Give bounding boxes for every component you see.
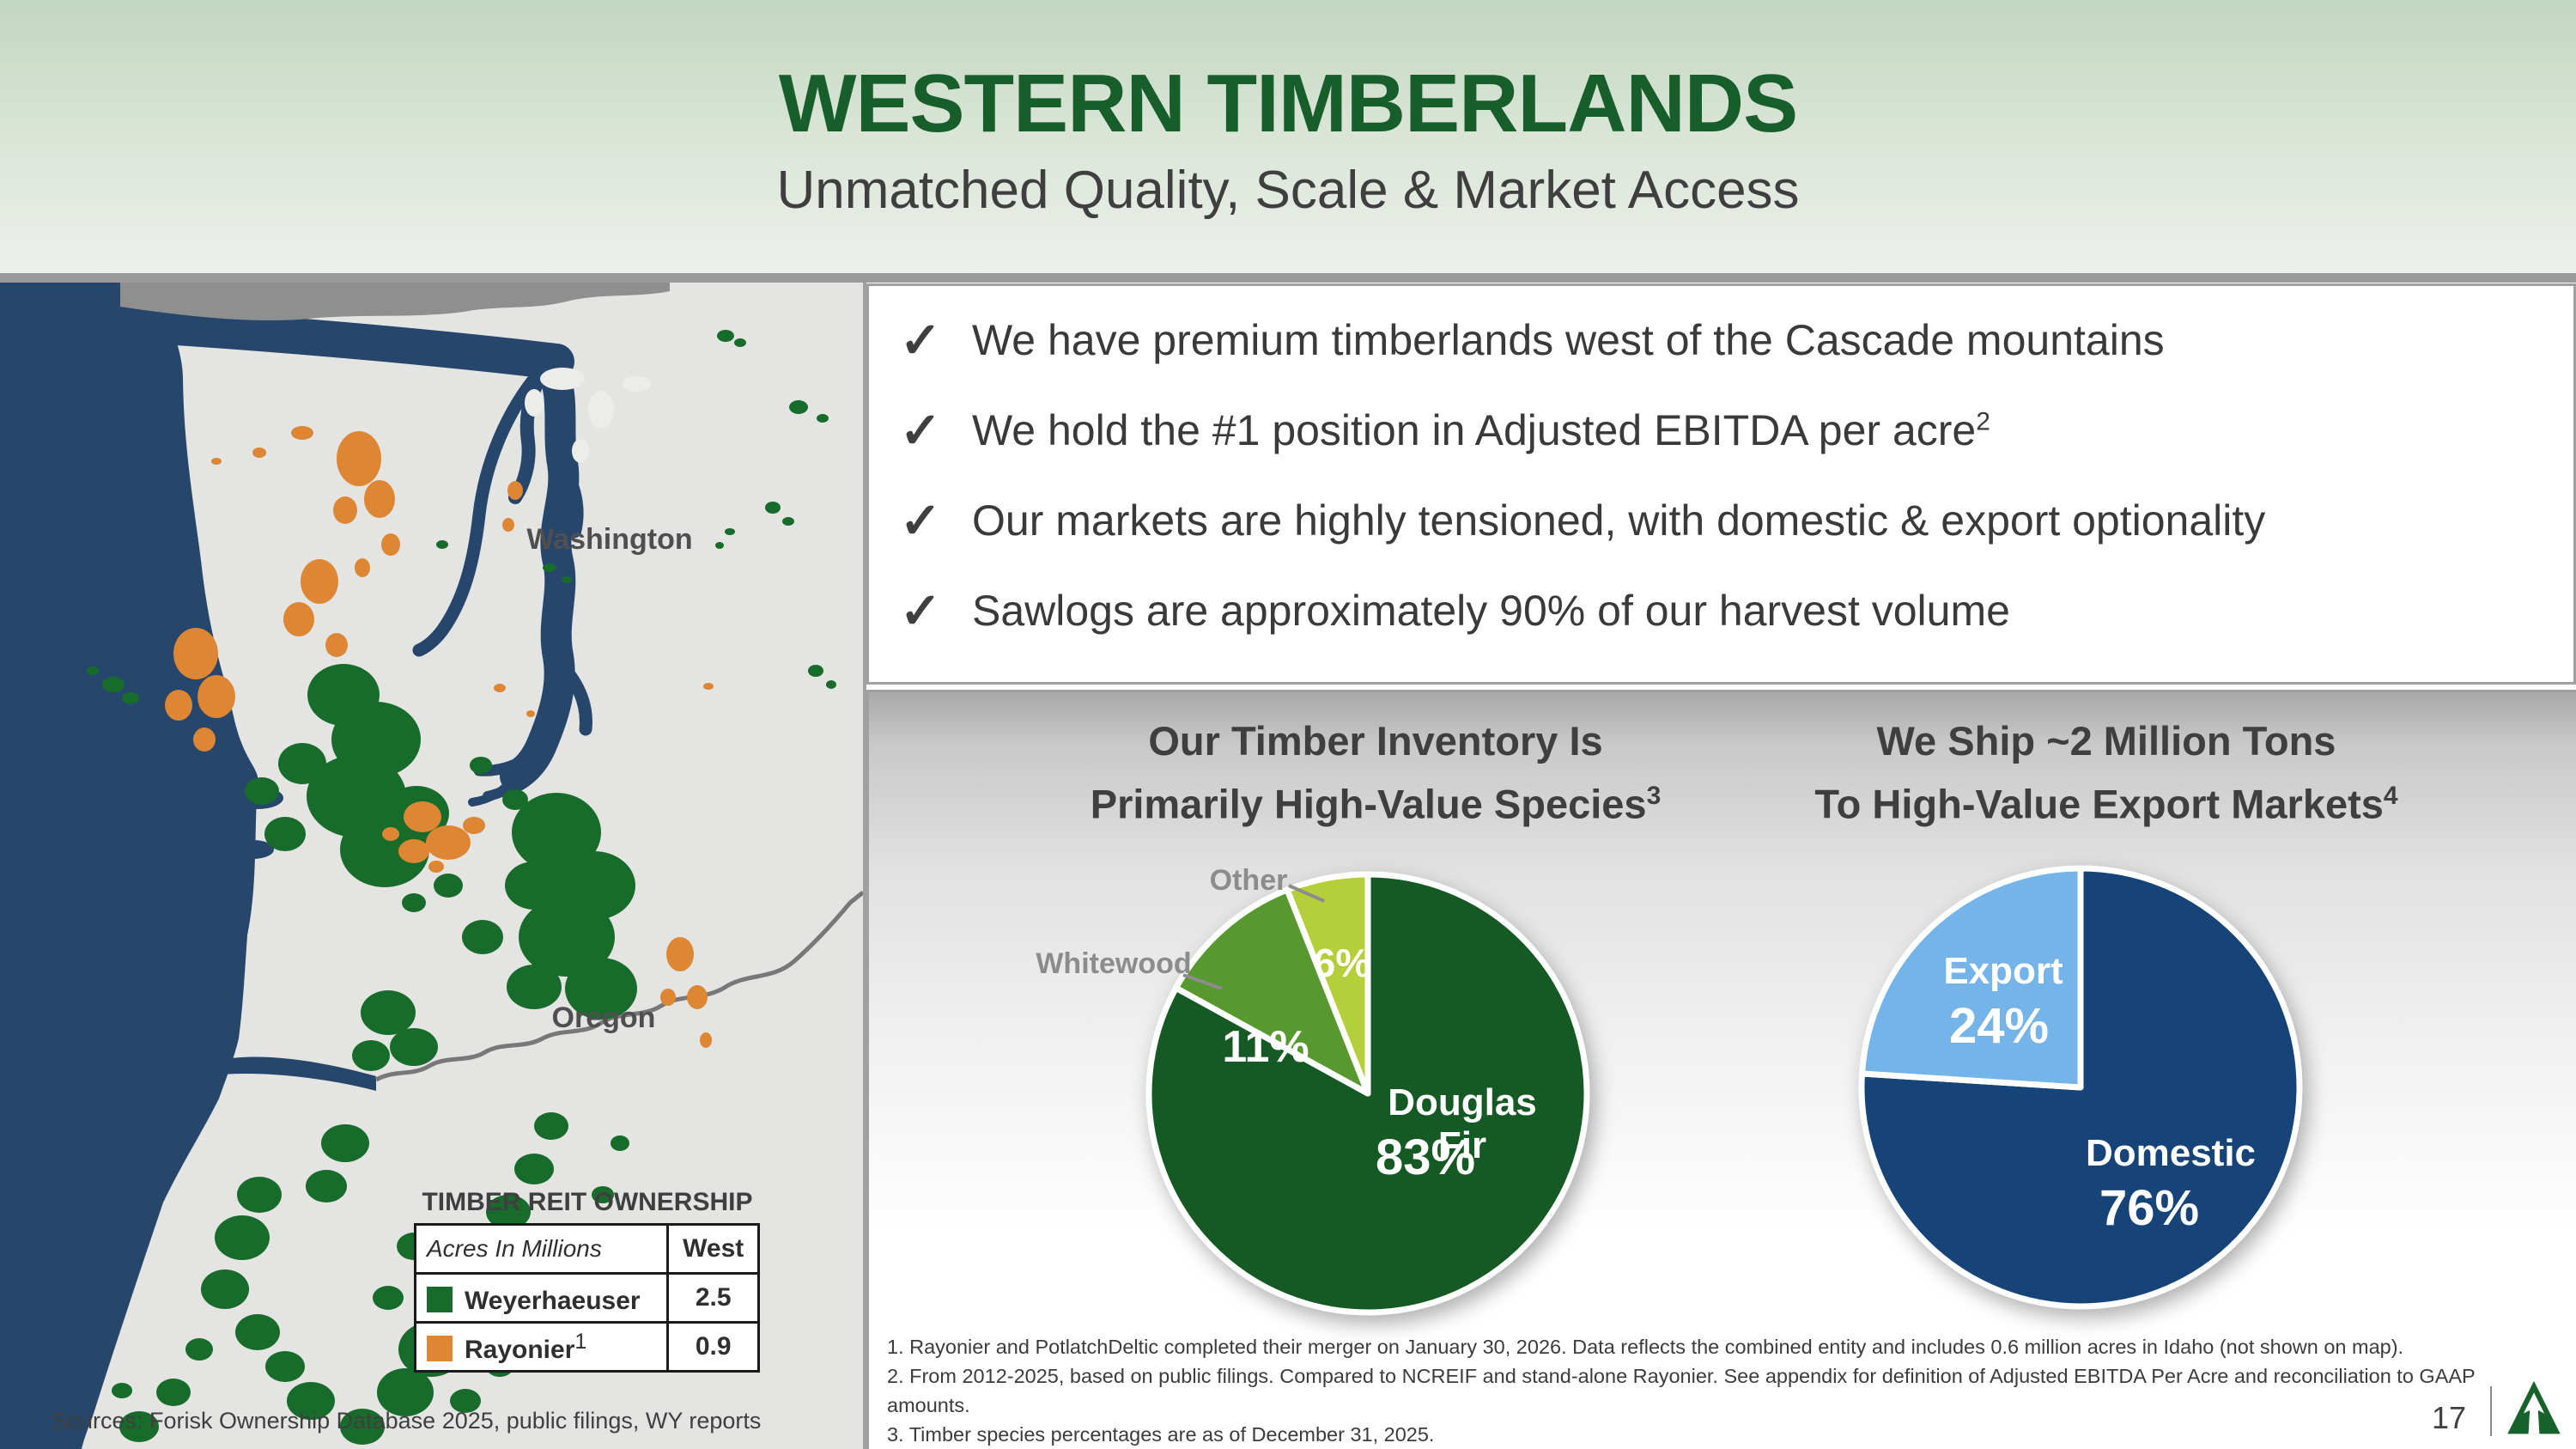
pie-value-other: 6% (1313, 941, 1371, 985)
pie-slice-export (1859, 865, 2084, 1091)
bullet-text-4-main: Sawlogs are approximately 90% of our har… (972, 586, 2010, 635)
bullet-text-3: Our markets are highly tensioned, with d… (972, 496, 2265, 545)
bullet-text-2: We hold the #1 position in Adjusted EBIT… (972, 405, 1990, 455)
table-cell-rayonier: Rayonier1 (413, 1321, 670, 1373)
table-cell-weyerhaeuser: Weyerhaeuser (413, 1272, 670, 1324)
check-icon: ✓ (899, 312, 942, 368)
check-icon: ✓ (899, 492, 942, 549)
page-subtitle: Unmatched Quality, Scale & Market Access (776, 161, 1800, 220)
table-row-rayonier: Rayonier1 0.9 (413, 1321, 760, 1373)
chart2-title-line1: We Ship ~2 Million Tons (1876, 718, 2336, 764)
page-number: 17 (2431, 1400, 2467, 1435)
footer-separator (2490, 1386, 2492, 1436)
pie-value-export: 24% (1948, 998, 2050, 1054)
map-ocean (0, 283, 258, 1449)
sources-note: Sources: Forisk Ownership Database 2025,… (52, 1408, 762, 1434)
bullet-item-1: ✓ We have premium timberlands west of th… (869, 295, 2573, 385)
bullet-item-3: ✓ Our markets are highly tensioned, with… (869, 475, 2573, 565)
bullet-text-2-main: We hold the #1 position in Adjusted EBIT… (972, 405, 1977, 454)
rayonier-label: Rayonier (465, 1335, 575, 1364)
pacific-northwest-map (0, 283, 863, 1449)
chart1-title-line2: Primarily High-Value Species (1090, 781, 1647, 827)
chart1-title-sup: 3 (1646, 782, 1662, 810)
map-strait (109, 306, 574, 380)
pie-value-douglas-fir: 83% (1375, 1129, 1476, 1185)
pie-label-export: Export (1943, 950, 2063, 992)
pie-label-whitewood: Whitewood (1036, 947, 1192, 980)
bullet-text-2-sup: 2 (1976, 406, 1990, 435)
map-canada (120, 283, 670, 321)
charts-panel: Our Timber Inventory Is Primarily High-V… (866, 690, 2576, 1449)
pie-label-domestic: Domestic (2085, 1132, 2257, 1174)
table-header-west: West (666, 1223, 760, 1275)
map-label-washington: Washington (526, 523, 693, 556)
weyerhaeuser-label: Weyerhaeuser (465, 1286, 641, 1315)
bullet-text-4: Sawlogs are approximately 90% of our har… (972, 586, 2010, 636)
check-icon: ✓ (899, 582, 942, 639)
footnotes: 1. Rayonier and PotlatchDeltic completed… (887, 1332, 2518, 1449)
pie-slice-domestic (1858, 865, 2303, 1310)
export-markets-pie-chart (1858, 865, 2303, 1310)
table-header-acres: Acres In Millions (413, 1223, 670, 1275)
pie-value-domestic: 76% (2099, 1180, 2200, 1236)
timber-inventory-chart-title: Our Timber Inventory Is Primarily High-V… (1006, 714, 1745, 832)
weyerhaeuser-swatch (427, 1286, 453, 1312)
reit-ownership-table: Acres In Millions West Weyerhaeuser 2.5 … (413, 1223, 760, 1373)
reit-ownership-title: TIMBER REIT OWNERSHIP (422, 1188, 753, 1216)
map-state-border (374, 891, 863, 1082)
rayonier-acres: 0.9 (666, 1321, 760, 1373)
map-rayonier-lands (165, 426, 714, 1048)
header-divider (0, 273, 2576, 283)
bullet-item-2: ✓ We hold the #1 position in Adjusted EB… (869, 385, 2573, 475)
bullet-text-3-main: Our markets are highly tensioned, with d… (972, 496, 2266, 545)
bullet-text-1: We have premium timberlands west of the … (972, 315, 2165, 365)
timber-inventory-pie-chart (1145, 871, 1590, 1316)
map-islands (525, 368, 652, 463)
bullet-list: ✓ We have premium timberlands west of th… (869, 286, 2573, 655)
slide-header: WESTERN TIMBERLANDS Unmatched Quality, S… (0, 0, 2576, 273)
export-markets-chart-title: We Ship ~2 Million Tons To High-Value Ex… (1737, 714, 2476, 832)
pie-slice-other (1284, 871, 1371, 1097)
page-title: WESTERN TIMBERLANDS (778, 58, 1798, 149)
chart2-title-sup: 4 (2383, 782, 2398, 810)
bullet-text-1-main: We have premium timberlands west of the … (972, 315, 2165, 364)
pie-label-douglas-fir: Douglas Fir (1388, 1081, 1537, 1166)
footnote-1: 1. Rayonier and PotlatchDeltic completed… (887, 1336, 2404, 1358)
key-points-panel: ✓ We have premium timberlands west of th… (866, 283, 2576, 685)
chart1-title-line1: Our Timber Inventory Is (1148, 718, 1603, 764)
rayonier-sup: 1 (574, 1329, 587, 1354)
footnote-2: 2. From 2012-2025, based on public filin… (887, 1365, 2476, 1416)
pie-label-other: Other (1209, 864, 1288, 897)
table-row-weyerhaeuser: Weyerhaeuser 2.5 (413, 1272, 760, 1324)
rayonier-swatch (427, 1335, 453, 1361)
chart2-title-line2: To High-Value Export Markets (1814, 781, 2384, 827)
bullet-item-4: ✓ Sawlogs are approximately 90% of our h… (869, 565, 2573, 655)
check-icon: ✓ (899, 402, 942, 459)
pie-value-whitewood: 11% (1222, 1022, 1309, 1072)
weyerhaeuser-logo-icon (2507, 1380, 2561, 1434)
pie-slice-whitewood (1173, 886, 1371, 1097)
table-header-row: Acres In Millions West (413, 1223, 760, 1275)
weyerhaeuser-acres: 2.5 (666, 1272, 760, 1324)
footnote-3: 3. Timber species percentages are as of … (887, 1423, 1435, 1446)
map-label-oregon: Oregon (551, 1002, 656, 1034)
ownership-map-panel: Washington Oregon TIMBER REIT OWNERSHIP … (0, 283, 866, 1449)
